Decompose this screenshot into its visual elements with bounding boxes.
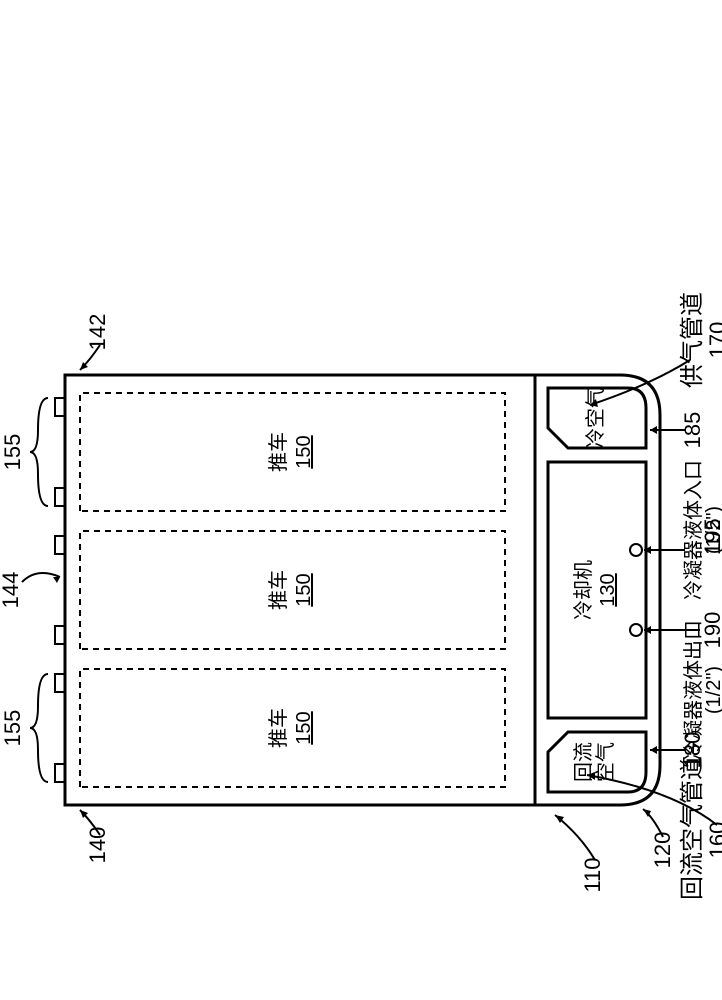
diagram: 110 冷却机 130 回流 空气 冷空气	[0, 0, 722, 1000]
svg-text:150: 150	[293, 573, 315, 606]
svg-text:155: 155	[0, 434, 25, 471]
svg-text:130: 130	[597, 573, 619, 606]
svg-text:144: 144	[0, 572, 23, 609]
svg-text:160: 160	[705, 822, 722, 859]
svg-text:供气管道: 供气管道	[679, 292, 706, 388]
svg-text:170: 170	[705, 322, 722, 359]
svg-text:(1/2"): (1/2")	[703, 666, 722, 714]
svg-text:推车: 推车	[267, 708, 290, 748]
svg-text:155: 155	[0, 710, 25, 747]
svg-text:推车: 推车	[267, 432, 290, 472]
svg-text:冷却机: 冷却机	[572, 560, 595, 620]
svg-text:190: 190	[700, 612, 722, 649]
svg-text:推车: 推车	[267, 570, 290, 610]
svg-text:150: 150	[293, 711, 315, 744]
svg-text:回流空气管道: 回流空气管道	[679, 756, 706, 900]
svg-text:110: 110	[580, 857, 605, 892]
svg-text:142: 142	[85, 314, 110, 351]
svg-text:冷空气: 冷空气	[584, 388, 607, 448]
svg-text:195: 195	[700, 518, 722, 555]
svg-text:150: 150	[293, 435, 315, 468]
